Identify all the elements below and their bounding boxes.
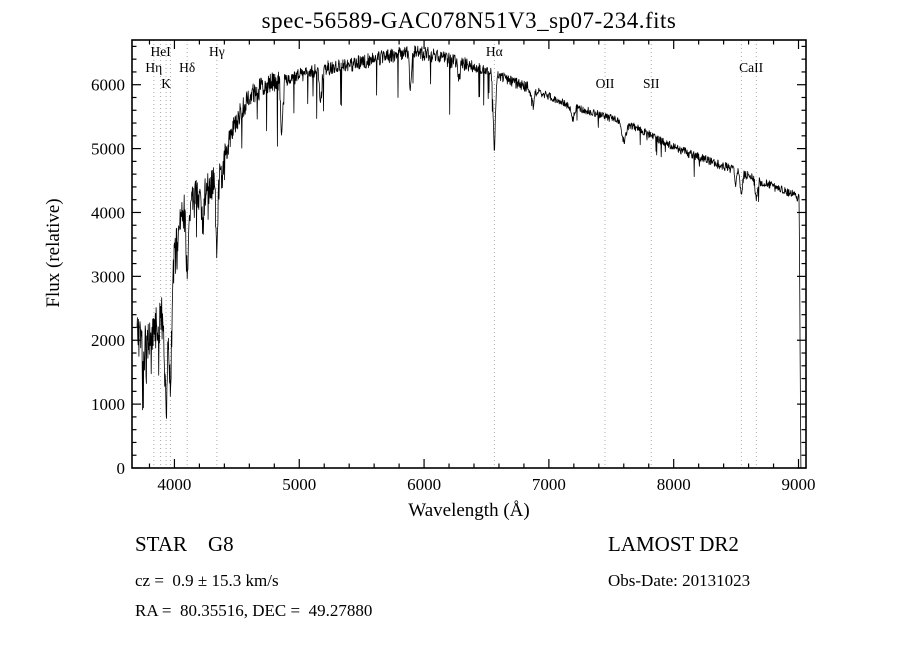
svg-text:8000: 8000 <box>657 475 691 494</box>
svg-text:9000: 9000 <box>782 475 816 494</box>
x-axis-label: Wavelength (Å) <box>408 500 530 521</box>
svg-text:K: K <box>161 76 171 91</box>
svg-text:Hη: Hη <box>145 60 162 75</box>
svg-text:Hδ: Hδ <box>179 60 195 75</box>
svg-text:HeI: HeI <box>150 44 171 59</box>
svg-text:4000: 4000 <box>91 203 125 222</box>
svg-text:5000: 5000 <box>282 475 316 494</box>
svg-text:7000: 7000 <box>532 475 566 494</box>
object-class-label: STAR G8 <box>135 532 234 556</box>
svg-text:6000: 6000 <box>91 76 125 95</box>
svg-text:Hα: Hα <box>486 44 503 59</box>
svg-text:SII: SII <box>643 76 660 91</box>
svg-text:3000: 3000 <box>91 267 125 286</box>
svg-text:OII: OII <box>596 76 615 91</box>
plot-title: spec-56589-GAC078N51V3_sp07-234.fits <box>261 8 677 33</box>
svg-text:2000: 2000 <box>91 331 125 350</box>
svg-text:1000: 1000 <box>91 395 125 414</box>
y-axis-label: Flux (relative) <box>43 198 64 308</box>
svg-text:4000: 4000 <box>157 475 191 494</box>
survey-label: LAMOST DR2 <box>608 532 739 556</box>
ra-dec-value: RA = 80.35516, DEC = 49.27880 <box>135 601 373 620</box>
spectrum-plot: HeI Hγ Hα Hη Hδ CaII K OII SII 4000 5000 6000 7000 80… <box>91 39 816 494</box>
cz-value: cz = 0.9 ± 15.3 km/s <box>135 571 279 590</box>
obs-date: Obs-Date: 20131023 <box>608 571 751 590</box>
svg-text:0: 0 <box>117 459 126 478</box>
svg-text:5000: 5000 <box>91 140 125 159</box>
svg-text:6000: 6000 <box>407 475 441 494</box>
svg-text:CaII: CaII <box>739 60 763 75</box>
svg-text:Hγ: Hγ <box>209 44 225 59</box>
